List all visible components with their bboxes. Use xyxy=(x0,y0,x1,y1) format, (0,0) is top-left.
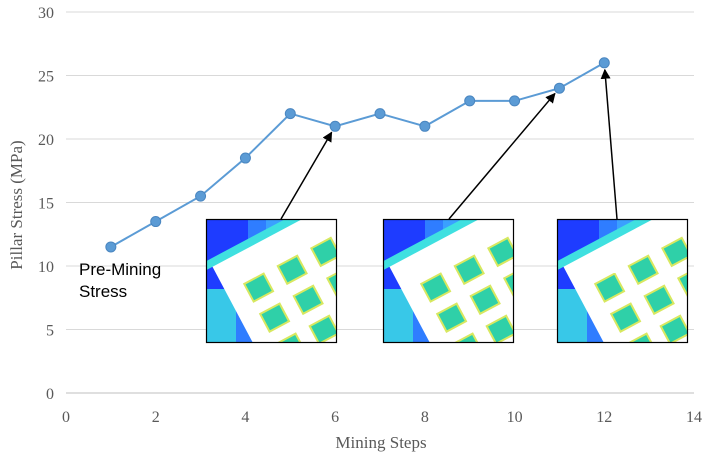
pillar-9 xyxy=(694,298,710,326)
data-point-5 xyxy=(284,108,296,120)
data-points xyxy=(105,57,610,253)
data-point-6 xyxy=(329,120,341,132)
data-point-3 xyxy=(195,190,207,202)
pre-mining-annotation-line-2: Stress xyxy=(79,282,127,301)
stress-contour-inset-3 xyxy=(556,218,710,344)
pillar-2 xyxy=(627,254,659,286)
pillar-8 xyxy=(485,314,514,343)
y-tick-label-15: 15 xyxy=(38,196,54,213)
data-point-12 xyxy=(598,57,610,69)
pillar-4 xyxy=(258,302,291,333)
stress-contour-inset-1 xyxy=(205,218,372,344)
pillar-1 xyxy=(419,272,452,303)
pillar-2 xyxy=(453,254,485,286)
arrow-1 xyxy=(280,131,333,220)
inset-frame xyxy=(205,218,338,344)
data-point-11 xyxy=(553,82,565,94)
pillar-8 xyxy=(659,314,688,343)
pre-mining-annotation: Pre-Mining Stress xyxy=(79,260,166,301)
y-tick-labels: 0 5 10 15 20 25 30 xyxy=(38,5,54,403)
x-tick-label-2: 2 xyxy=(152,409,160,426)
y-tick-label-25: 25 xyxy=(38,69,54,86)
pillar-4 xyxy=(435,302,468,333)
pillar-3 xyxy=(660,236,688,268)
x-tick-label-4: 4 xyxy=(241,409,249,426)
data-point-4 xyxy=(239,152,251,164)
data-point-2 xyxy=(150,216,162,228)
y-axis-title: Pillar Stress (MPa) xyxy=(7,140,26,269)
pillar-5 xyxy=(292,284,324,316)
pillar-8 xyxy=(308,314,337,343)
x-axis-title: Mining Steps xyxy=(335,433,426,452)
pillar-3 xyxy=(486,236,514,268)
pillar-1 xyxy=(242,272,275,303)
x-tick-label-12: 12 xyxy=(596,409,612,426)
pillar-9 xyxy=(343,298,372,326)
pillar-6 xyxy=(325,266,337,298)
inset-frame xyxy=(382,218,515,344)
data-point-7 xyxy=(374,108,386,120)
series-line-path xyxy=(110,61,605,248)
y-tick-label-30: 30 xyxy=(38,5,54,22)
pillar-1 xyxy=(593,272,626,303)
insets xyxy=(205,218,710,344)
x-tick-label-14: 14 xyxy=(686,409,702,426)
y-tick-label-10: 10 xyxy=(38,259,54,276)
inset-frame xyxy=(556,218,689,344)
pillar-4 xyxy=(609,302,642,333)
arrow-2 xyxy=(448,92,556,220)
y-tick-label-5: 5 xyxy=(46,323,54,340)
pillar-3 xyxy=(309,236,337,268)
pillar-9 xyxy=(520,298,549,326)
pillar-5 xyxy=(469,284,501,316)
pillar-5 xyxy=(643,284,675,316)
x-tick-label-8: 8 xyxy=(421,409,429,426)
data-point-9 xyxy=(464,95,476,107)
x-tick-label-6: 6 xyxy=(331,409,339,426)
arrows xyxy=(280,68,618,220)
stress-contour-inset-2 xyxy=(382,218,549,344)
pillar-2 xyxy=(276,254,308,286)
data-point-1 xyxy=(105,241,117,253)
data-point-10 xyxy=(509,95,521,107)
pillar-6 xyxy=(676,266,688,298)
data-point-8 xyxy=(419,120,431,132)
x-tick-label-10: 10 xyxy=(507,409,523,426)
pre-mining-annotation-line-1: Pre-Mining xyxy=(79,260,161,279)
pillar-6 xyxy=(502,266,514,298)
y-tick-label-20: 20 xyxy=(38,132,54,149)
y-tick-label-0: 0 xyxy=(46,386,54,403)
series-line xyxy=(110,61,605,248)
arrow-3 xyxy=(600,68,618,220)
x-tick-label-0: 0 xyxy=(62,409,70,426)
x-tick-labels: 0 2 4 6 8 10 12 14 xyxy=(62,409,702,426)
